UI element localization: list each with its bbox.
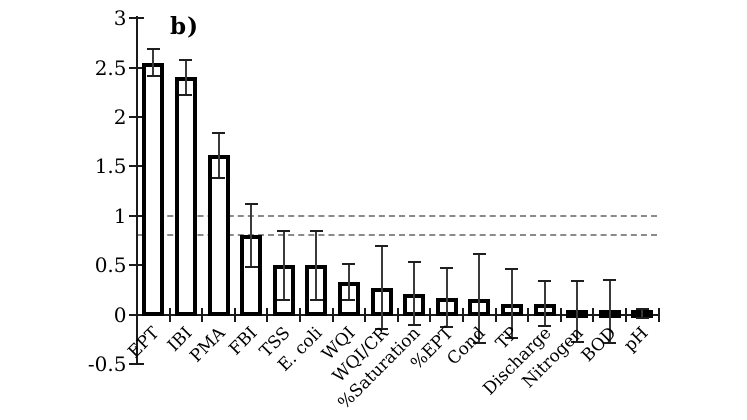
error-bar-Cond (478, 254, 481, 344)
x-tick-14 (592, 307, 595, 322)
error-bar-pH (641, 308, 644, 319)
error-bar-%EPT (445, 268, 448, 328)
x-tick-13 (559, 307, 562, 322)
error-cap-top-PMA (212, 131, 225, 134)
error-cap-bottom-IBI (179, 94, 193, 97)
error-bar-Nitrogen (576, 280, 579, 343)
x-tick-16 (657, 307, 660, 322)
error-cap-top-FBI (244, 202, 258, 205)
x-tick-12 (527, 307, 530, 322)
y-axis-label-1: 1 (113, 203, 127, 228)
y-axis-label-2: 2 (113, 104, 127, 129)
error-cap-top-WQI (342, 263, 356, 266)
error-bar-FBI (250, 203, 253, 268)
error-bar-Discharge (543, 280, 546, 327)
error-cap-top-%Saturation (407, 261, 421, 264)
reference-line-1 (136, 214, 657, 217)
y-axis-label-2.5: 2.5 (94, 55, 127, 80)
error-cap-bottom-WQI/CR (375, 328, 388, 331)
x-tick-15 (625, 307, 627, 322)
error-cap-top-E. coli (309, 229, 323, 232)
error-cap-bottom-pH (635, 317, 649, 320)
error-cap-top-Nitrogen (570, 279, 584, 282)
x-tick-9 (429, 307, 432, 322)
y-tick-0 (128, 313, 144, 316)
error-bar-TSS (282, 230, 285, 300)
y-axis-label-0: 0 (113, 302, 127, 327)
y-tick-2 (128, 115, 144, 118)
error-bar-E. coli (315, 230, 318, 300)
y-tick-2.5 (128, 66, 144, 69)
x-tick-10 (462, 307, 464, 322)
error-bar-%Saturation (413, 262, 416, 326)
y-tick--0.5 (128, 362, 144, 365)
error-cap-top-IBI (179, 58, 193, 61)
x-tick-7 (364, 307, 367, 322)
error-cap-top-TSS (277, 229, 291, 232)
y-axis-label--0.5: -0.5 (87, 351, 127, 376)
error-cap-bottom-WQI (342, 298, 356, 301)
error-bar-PMA (217, 132, 220, 179)
y-axis-label-0.5: 0.5 (94, 253, 127, 278)
y-axis-label-1.5: 1.5 (94, 154, 127, 179)
error-cap-top-Discharge (538, 279, 551, 282)
bar-IBI (174, 77, 197, 317)
error-bar-EPT (152, 48, 155, 77)
x-tick-5 (299, 307, 301, 322)
error-cap-bottom-Nitrogen (570, 341, 584, 344)
error-cap-top-pH (635, 307, 649, 310)
error-cap-bottom-TSS (277, 298, 291, 301)
error-cap-bottom-%EPT (440, 326, 454, 329)
error-cap-top-Cond (472, 253, 486, 256)
x-tick-6 (331, 307, 334, 322)
error-cap-top-%EPT (440, 267, 454, 270)
y-tick-1.5 (128, 165, 144, 168)
error-cap-bottom-Cond (472, 342, 486, 345)
error-cap-top-WQI/CR (375, 245, 388, 248)
panel-label: b) (170, 13, 199, 40)
y-axis-label-3: 3 (113, 6, 127, 31)
error-bar-TP (510, 269, 513, 339)
error-bar-WQI/CR (380, 246, 383, 330)
error-bar-BOD (608, 279, 611, 344)
error-cap-bottom-EPT (146, 75, 160, 78)
error-cap-bottom-Discharge (538, 325, 551, 328)
error-bar-WQI (347, 264, 350, 300)
error-cap-bottom-%Saturation (407, 324, 421, 327)
y-tick-3 (128, 17, 144, 20)
x-tick-4 (266, 307, 269, 322)
error-cap-top-EPT (146, 47, 160, 50)
bar-PMA (207, 155, 230, 317)
x-tick-3 (233, 307, 236, 322)
error-cap-bottom-TP (505, 337, 519, 340)
bar-EPT (142, 62, 165, 317)
y-axis (135, 16, 138, 365)
error-cap-bottom-BOD (603, 342, 617, 345)
y-tick-0.5 (128, 264, 144, 267)
error-bar-IBI (184, 59, 187, 96)
x-tick-1 (168, 307, 171, 322)
error-cap-top-BOD (603, 278, 617, 281)
x-tick-11 (494, 307, 497, 322)
error-cap-top-TP (505, 268, 519, 271)
error-cap-bottom-E. coli (309, 298, 323, 301)
error-cap-bottom-FBI (244, 266, 258, 269)
error-cap-bottom-PMA (212, 177, 225, 180)
x-tick-2 (201, 307, 204, 322)
x-tick-8 (396, 307, 399, 322)
reference-line-0.8 (136, 234, 657, 237)
y-tick-1 (128, 214, 144, 217)
